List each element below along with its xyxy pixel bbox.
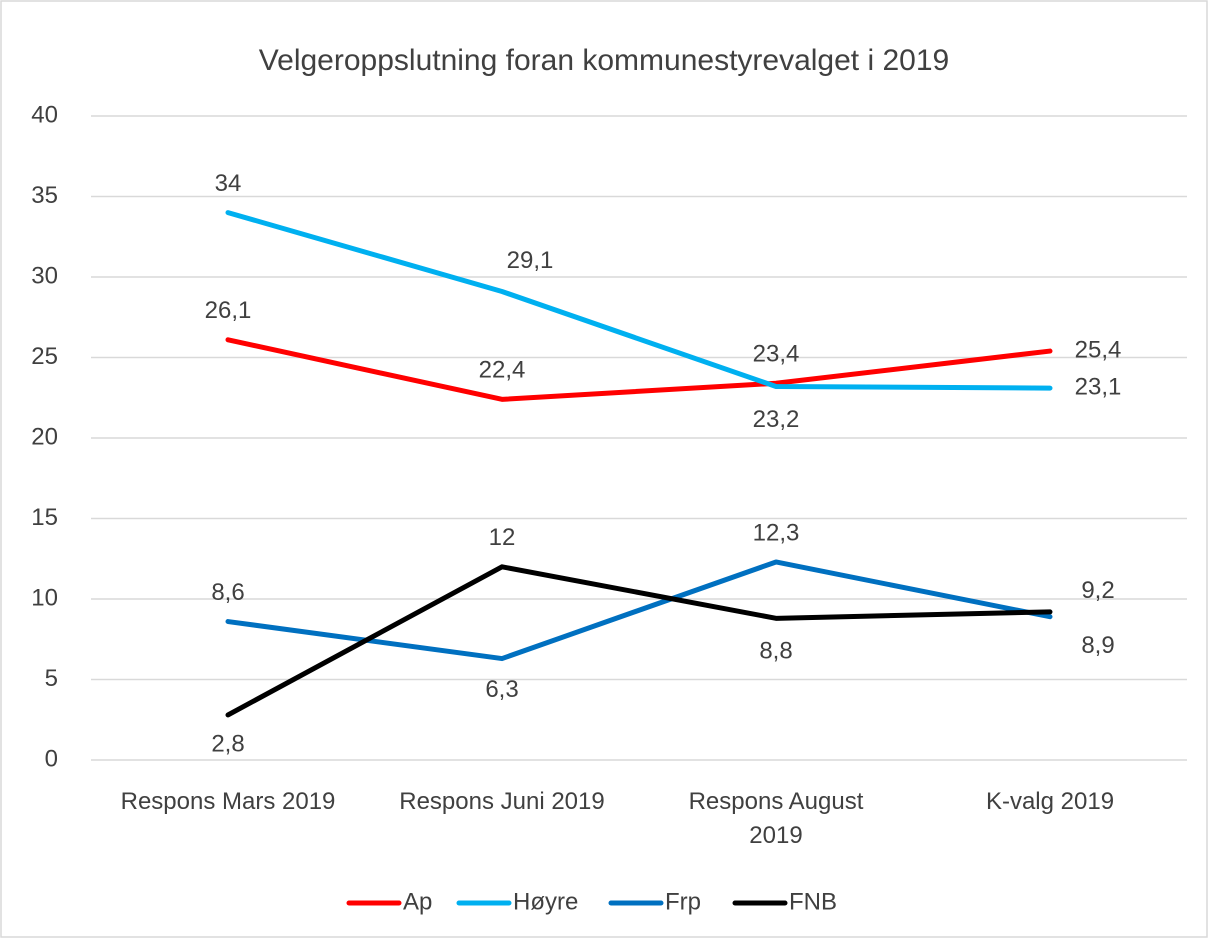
data-label: 34 xyxy=(215,170,242,197)
y-tick-label: 15 xyxy=(31,504,58,531)
y-tick-label: 0 xyxy=(45,745,58,772)
x-tick-label: Respons August 2019 xyxy=(688,788,864,849)
data-label: 26,1 xyxy=(205,297,252,324)
x-tick-label: Respons Juni 2019 xyxy=(399,788,605,815)
x-tick-label: Respons Mars 2019 xyxy=(120,788,336,815)
line-series xyxy=(225,564,1053,718)
chart-title: Velgeroppslutning foran kommunestyrevalg… xyxy=(259,44,949,77)
data-label: 8,9 xyxy=(1081,632,1114,659)
line-series xyxy=(225,337,1053,402)
y-tick-label: 35 xyxy=(31,182,58,209)
y-tick-label: 5 xyxy=(45,665,58,692)
data-label: 25,4 xyxy=(1075,336,1122,363)
data-label: 29,1 xyxy=(507,247,554,274)
data-label: 9,2 xyxy=(1081,577,1114,604)
data-label: 23,1 xyxy=(1075,373,1122,400)
legend-label: FNB xyxy=(789,888,837,915)
data-label: 12,3 xyxy=(753,519,800,546)
data-label: 6,3 xyxy=(485,676,518,703)
y-tick-label: 40 xyxy=(31,101,58,128)
legend-label: Frp xyxy=(665,888,701,915)
data-label: 23,4 xyxy=(753,341,800,368)
y-tick-label: 30 xyxy=(31,262,58,289)
data-label: 12 xyxy=(489,524,516,551)
line-series xyxy=(225,210,1053,391)
data-label: 23,2 xyxy=(753,406,800,433)
data-label: 2,8 xyxy=(211,730,244,757)
y-tick-label: 10 xyxy=(31,584,58,611)
data-label: 8,6 xyxy=(211,579,244,606)
x-tick-label: K-valg 2019 xyxy=(985,788,1115,815)
data-label: 22,4 xyxy=(479,357,526,384)
legend-label: Høyre xyxy=(513,888,578,915)
y-tick-label: 20 xyxy=(31,423,58,450)
data-label: 8,8 xyxy=(759,638,792,665)
legend-label: Ap xyxy=(403,888,432,915)
y-tick-label: 25 xyxy=(31,343,58,370)
